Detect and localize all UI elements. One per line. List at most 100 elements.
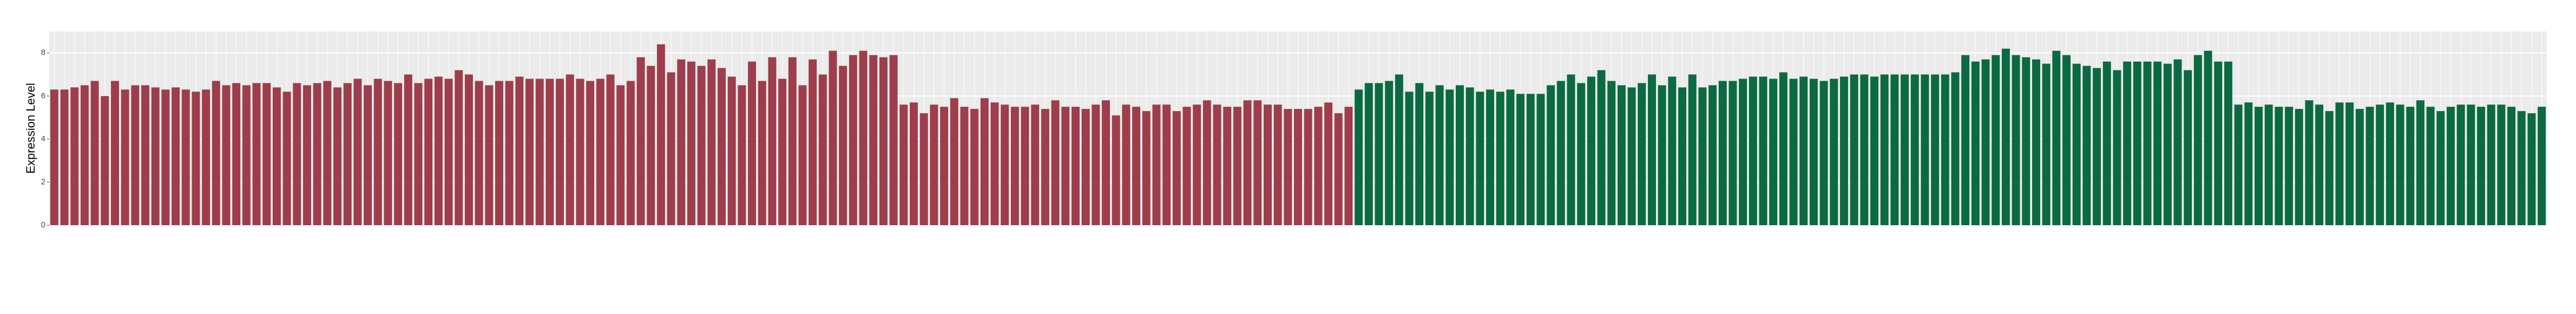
bar [2285, 107, 2294, 225]
bar [2173, 59, 2182, 225]
bar [839, 66, 847, 226]
bar [50, 89, 58, 225]
bar [1668, 76, 1677, 226]
bar [2376, 104, 2384, 225]
bar [869, 55, 878, 225]
bar [1415, 83, 1424, 225]
bar [960, 107, 969, 225]
bar [323, 81, 332, 225]
bar [181, 89, 190, 225]
bar [2184, 70, 2192, 225]
bar [1081, 109, 1090, 225]
bar [202, 89, 211, 225]
bar [1294, 109, 1302, 225]
bar [2113, 70, 2121, 225]
bar [2012, 55, 2020, 225]
bar [1779, 72, 1788, 226]
bar [212, 81, 220, 225]
bar [1193, 104, 1201, 225]
bar [899, 104, 908, 225]
bar [1223, 107, 1232, 225]
bar [1092, 104, 1100, 225]
bar [1334, 113, 1343, 225]
bar [970, 109, 979, 225]
bar [1941, 74, 1949, 226]
bar [1010, 107, 1019, 225]
bar [2538, 107, 2546, 225]
bar [2416, 100, 2424, 225]
bar [1253, 100, 1262, 225]
bar [2305, 100, 2314, 225]
bar [1152, 104, 1161, 225]
bar [2244, 102, 2253, 225]
bar [1647, 74, 1656, 226]
bar [2406, 107, 2415, 225]
bar [222, 85, 231, 225]
bar [1425, 91, 1434, 225]
bar [910, 102, 918, 225]
bar [586, 81, 595, 225]
bar [1799, 76, 1808, 226]
bar [606, 74, 615, 226]
bar [343, 83, 352, 225]
bar [495, 81, 503, 225]
y-tick-label: 8 [41, 48, 45, 57]
bar [2234, 104, 2243, 225]
bar [1516, 94, 1525, 225]
bar [2335, 102, 2344, 225]
bar [1658, 85, 1666, 225]
bar [1749, 76, 1757, 226]
bar [2487, 104, 2495, 225]
bar [101, 96, 109, 225]
bar [2224, 61, 2232, 225]
bar [2093, 68, 2101, 225]
bar [1910, 74, 1919, 226]
bar [556, 78, 564, 225]
bar [2193, 55, 2202, 225]
bar [1466, 87, 1474, 225]
bar [242, 85, 251, 225]
bar [2163, 63, 2172, 226]
bar [2032, 59, 2040, 225]
bar [1809, 78, 1818, 225]
bar [1860, 74, 1869, 226]
bar [930, 104, 938, 225]
bar [1385, 81, 1394, 225]
bar [566, 74, 574, 226]
bar [748, 61, 757, 225]
bar [788, 57, 797, 225]
bar [1132, 107, 1141, 225]
bar [1445, 89, 1454, 225]
bar [636, 57, 645, 225]
bar [384, 81, 392, 225]
bar [576, 78, 584, 225]
bar [2325, 111, 2334, 225]
bar [1112, 115, 1120, 225]
bar [849, 55, 857, 225]
bar [738, 85, 746, 225]
bar [475, 81, 483, 225]
bar [1739, 78, 1747, 225]
bar [2143, 61, 2152, 225]
bar [1961, 55, 1970, 225]
bar [1142, 111, 1151, 225]
bar [1638, 83, 1646, 225]
bar [353, 78, 362, 225]
y-tick-label: 2 [41, 177, 45, 186]
bar [1526, 94, 1535, 225]
bar [1708, 85, 1717, 225]
bar [1981, 59, 1990, 225]
bar [2052, 50, 2061, 226]
bar [2447, 107, 2455, 225]
bar [1971, 61, 1980, 225]
bar [1375, 83, 1383, 225]
bar [535, 78, 544, 225]
bar [656, 44, 665, 225]
bar [1476, 91, 1484, 225]
bar [809, 59, 817, 225]
bar [364, 85, 372, 225]
bar [1324, 102, 1333, 225]
bar [2022, 57, 2030, 225]
y-tick-label: 4 [41, 134, 45, 143]
